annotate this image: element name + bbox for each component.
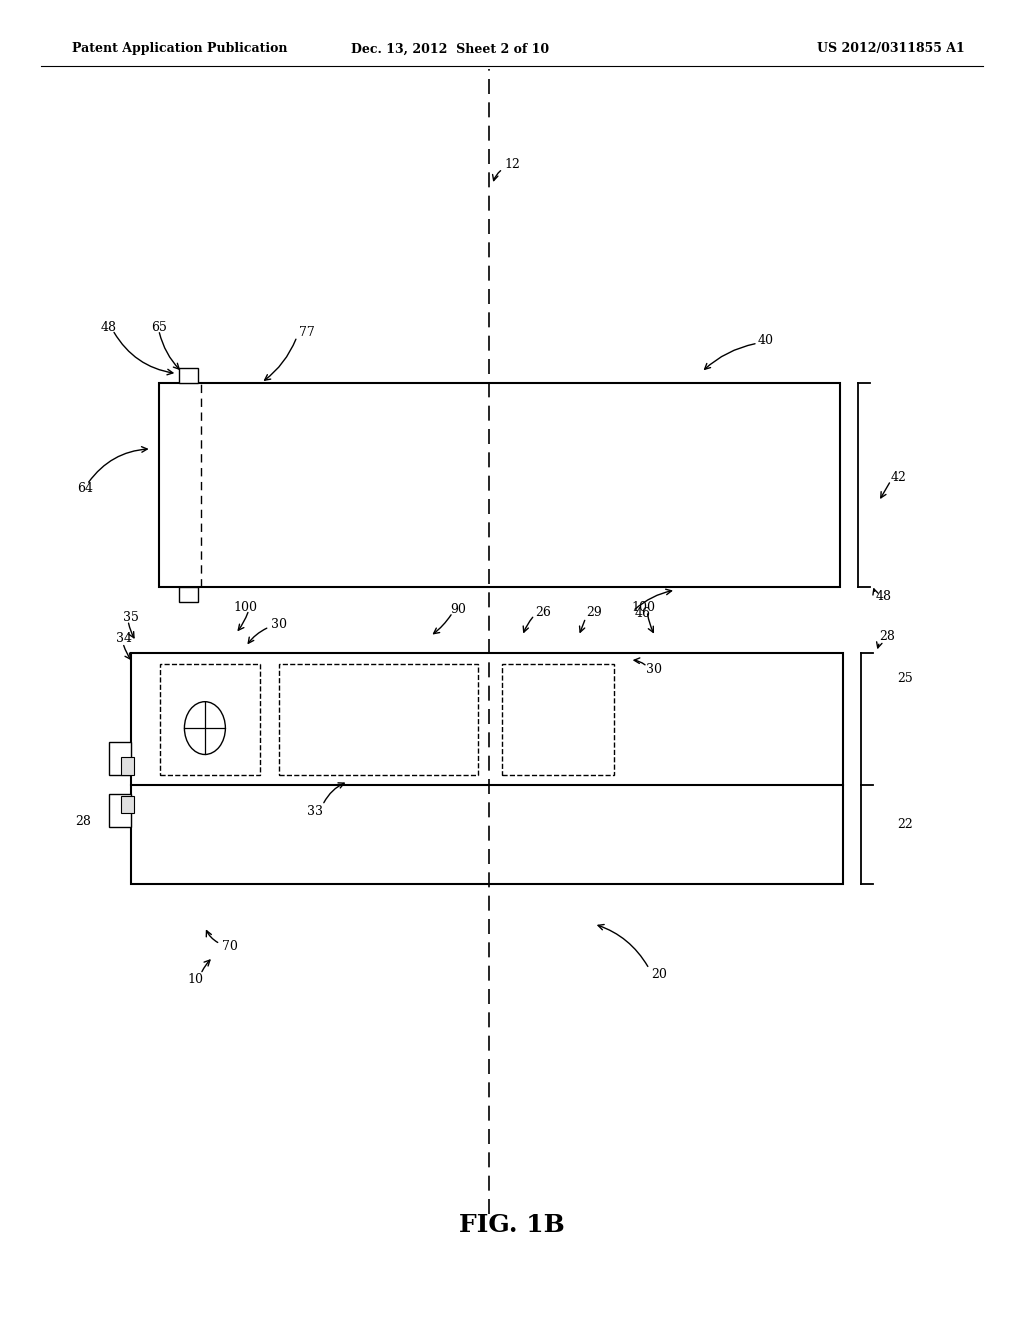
Text: 35: 35 (123, 611, 139, 624)
Text: 30: 30 (646, 663, 663, 676)
Text: 90: 90 (451, 603, 467, 616)
Text: 22: 22 (897, 818, 912, 832)
Bar (131, 653, 843, 884)
Text: 100: 100 (233, 601, 257, 614)
Text: 48: 48 (876, 590, 892, 603)
Bar (109, 795, 131, 828)
Text: 30: 30 (271, 618, 288, 631)
Text: 28: 28 (75, 814, 91, 828)
Text: 100: 100 (632, 601, 655, 614)
Text: 70: 70 (222, 940, 239, 953)
Text: 29: 29 (586, 606, 601, 619)
Text: 64: 64 (77, 482, 93, 495)
Bar (159, 383, 840, 587)
Text: 65: 65 (152, 321, 168, 334)
Text: 12: 12 (505, 158, 521, 172)
Bar (279, 664, 478, 775)
Text: 26: 26 (536, 606, 552, 619)
Bar (109, 742, 131, 775)
Text: 25: 25 (897, 672, 912, 685)
Text: Patent Application Publication: Patent Application Publication (72, 42, 287, 55)
Text: FIG. 1B: FIG. 1B (459, 1213, 565, 1237)
Text: 40: 40 (758, 334, 774, 347)
Text: 28: 28 (880, 630, 896, 643)
Text: 48: 48 (100, 321, 117, 334)
Text: 20: 20 (651, 968, 668, 981)
Bar (160, 664, 260, 775)
Text: Dec. 13, 2012  Sheet 2 of 10: Dec. 13, 2012 Sheet 2 of 10 (351, 42, 550, 55)
Text: 34: 34 (116, 632, 132, 645)
Text: 77: 77 (299, 326, 314, 339)
Text: 10: 10 (187, 973, 204, 986)
Text: 46: 46 (635, 607, 651, 620)
Bar (179, 368, 198, 383)
Bar (179, 587, 198, 602)
Text: US 2012/0311855 A1: US 2012/0311855 A1 (817, 42, 965, 55)
Bar (121, 796, 134, 813)
Bar (502, 664, 614, 775)
Text: 33: 33 (307, 805, 324, 818)
Bar (121, 758, 134, 775)
Text: 42: 42 (891, 471, 907, 484)
